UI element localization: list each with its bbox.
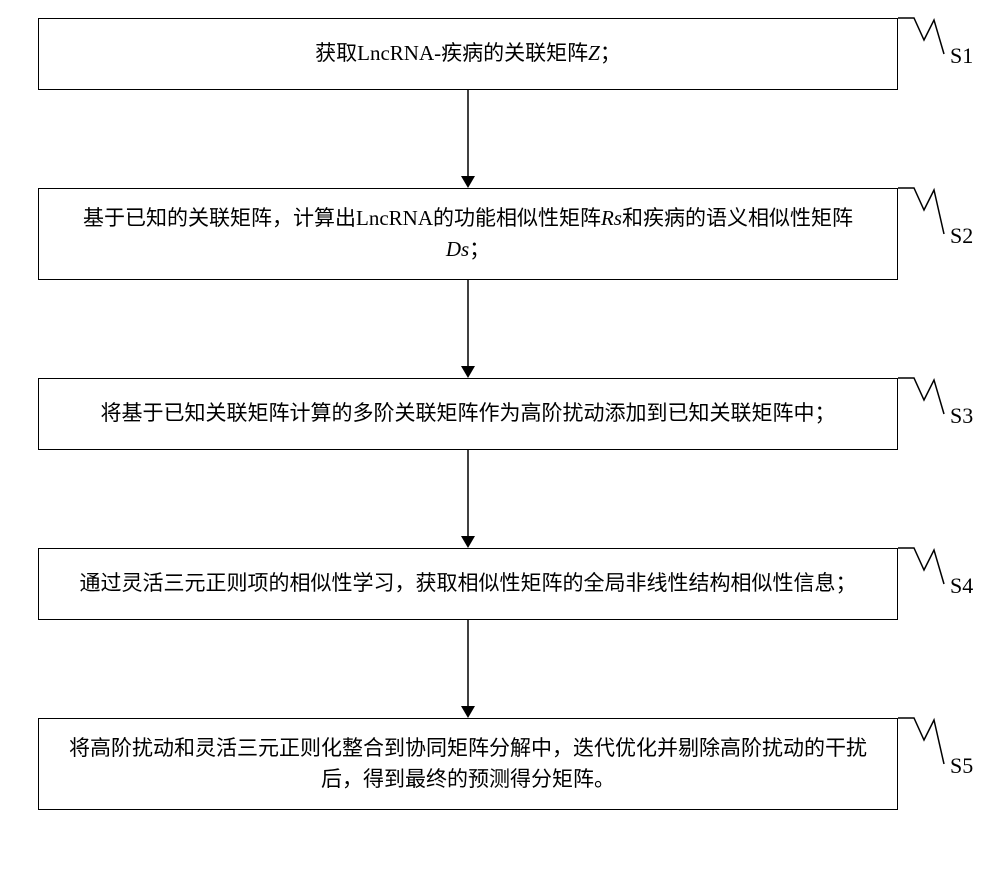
flowchart-canvas: 获取LncRNA-疾病的关联矩阵Z；S1基于已知的关联矩阵，计算出LncRNA的… [0, 0, 1000, 880]
callout-connector [0, 0, 1000, 880]
